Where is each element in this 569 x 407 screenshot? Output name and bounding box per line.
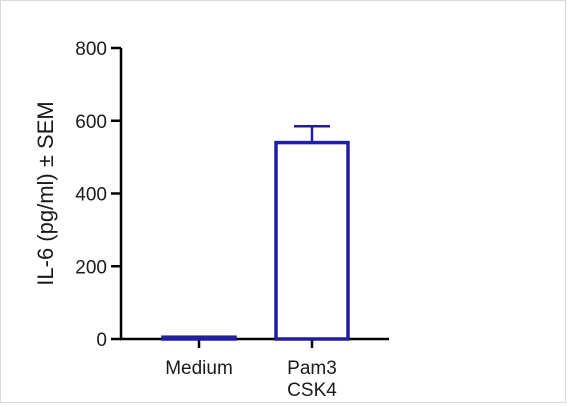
y-tick-label: 600	[75, 112, 107, 133]
y-tick-label: 400	[75, 185, 107, 206]
category-label: CSK4	[287, 380, 337, 401]
category-label: Pam3	[287, 358, 337, 379]
bar-0	[161, 335, 237, 341]
category-label: Medium	[165, 358, 233, 379]
bar-1	[274, 140, 350, 341]
y-tick-label: 0	[96, 330, 107, 351]
y-tick-label: 200	[75, 257, 107, 278]
bars	[161, 124, 350, 341]
y-axis-title: IL-6 (pg/ml) ± SEM	[33, 101, 58, 285]
y-tick-label: 800	[75, 39, 107, 60]
